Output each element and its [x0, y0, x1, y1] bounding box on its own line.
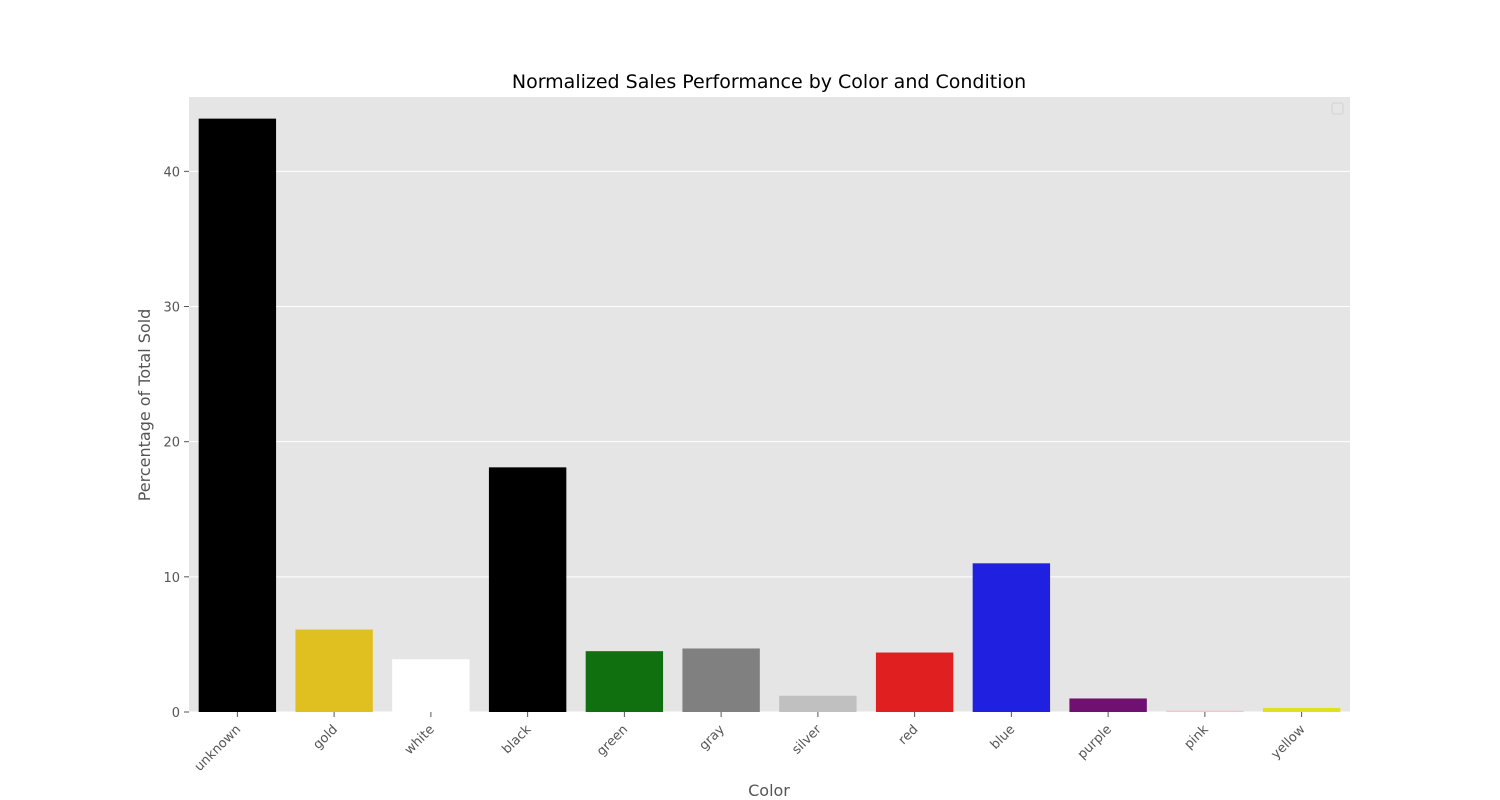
bar-blue [972, 563, 1051, 712]
bar-black [488, 467, 567, 712]
grid-lines [189, 170, 1350, 713]
bar-green [585, 651, 664, 712]
y-tick-label: 10 [163, 571, 180, 586]
chart-title: Normalized Sales Performance by Color an… [512, 71, 1026, 93]
y-axis-label: Percentage of Total Sold [135, 309, 154, 502]
y-axis-ticks: 0 10 20 30 40 [163, 165, 189, 721]
bar-gray [682, 648, 760, 712]
x-axis-ticks: unknown gold white black green gray silver red b… [192, 712, 1309, 775]
x-tick-label: silver [789, 722, 825, 758]
bar-white [392, 659, 470, 712]
x-tick-label: gray [697, 722, 729, 754]
bar-silver [779, 695, 857, 712]
x-tick-label: purple [1075, 722, 1115, 762]
x-tick-label: black [499, 722, 534, 757]
y-tick-label: 0 [172, 706, 180, 721]
x-tick-label: red [896, 722, 922, 748]
bar-red [875, 652, 954, 712]
bar-yellow [1262, 707, 1341, 712]
y-tick-label: 40 [163, 165, 180, 180]
bar-purple [1069, 698, 1147, 712]
bars [198, 118, 1341, 713]
bar-pink [1166, 710, 1244, 712]
x-tick-label: unknown [192, 722, 244, 774]
x-tick-label: pink [1182, 722, 1212, 752]
x-tick-label: gold [310, 722, 340, 752]
bar-gold [295, 629, 373, 712]
y-tick-label: 20 [163, 436, 180, 451]
y-tick-label: 30 [163, 301, 180, 316]
plot-area [189, 97, 1350, 712]
x-tick-label: blue [988, 722, 1018, 752]
x-tick-label: yellow [1268, 722, 1308, 762]
legend-box [1331, 102, 1344, 115]
x-tick-label: white [402, 722, 438, 758]
x-tick-label: green [594, 722, 631, 759]
x-axis-label: Color [748, 781, 790, 800]
bar-unknown [198, 118, 277, 713]
